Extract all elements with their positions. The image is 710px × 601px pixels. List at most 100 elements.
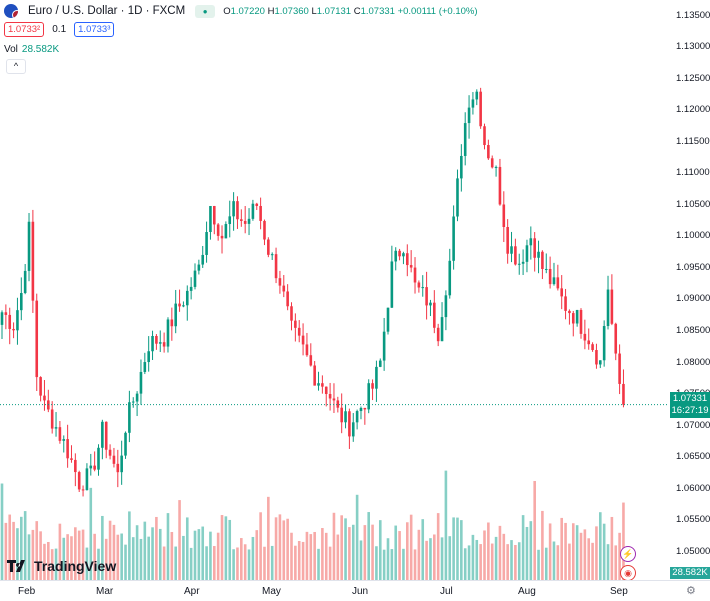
candle-body — [35, 300, 39, 378]
candle-body — [386, 307, 390, 332]
volume-bar — [104, 538, 108, 580]
candle-body — [89, 465, 93, 469]
candlestick-chart[interactable] — [0, 0, 668, 580]
volume-bar — [158, 528, 162, 580]
chart-settings-icon[interactable]: ⚙ — [686, 585, 696, 597]
volume-value: 28.582K — [21, 44, 60, 55]
candle-body — [413, 267, 417, 283]
volume-bar — [255, 530, 259, 580]
volume-bar — [228, 519, 232, 580]
time-scale[interactable]: Feb Mar Apr May Jun Jul Aug Sep — [0, 580, 710, 601]
time-label-feb: Feb — [18, 586, 36, 597]
volume-bar — [517, 542, 521, 580]
candle-body — [66, 439, 69, 459]
volume-bar — [251, 536, 255, 580]
candle-body — [618, 353, 621, 384]
volume-bar — [23, 511, 27, 580]
spread-value: 0.1 — [52, 24, 67, 35]
candle-body — [537, 251, 540, 258]
volume-bar — [529, 521, 533, 580]
volume-bar — [340, 515, 343, 580]
candle-body — [429, 302, 432, 306]
volume-bar — [4, 522, 8, 580]
volume-bar — [166, 513, 170, 580]
volume-bar — [162, 546, 166, 580]
candle-body — [371, 383, 374, 389]
tradingview-logo[interactable]: TradingView — [6, 558, 116, 574]
volume-bar — [525, 526, 529, 580]
candle-body — [614, 323, 618, 354]
volume-bar — [552, 541, 556, 580]
candle-body — [348, 411, 351, 437]
volume-bar — [247, 549, 251, 580]
volume-bar — [116, 534, 120, 580]
candle-body — [267, 239, 270, 255]
candle-body — [340, 407, 343, 423]
time-label-may: May — [262, 586, 281, 597]
candle-body — [483, 126, 486, 146]
volume-bar — [282, 520, 286, 580]
volume-bar — [182, 535, 185, 580]
symbol-title[interactable]: Euro / U.S. Dollar · 1D · FXCM — [28, 5, 186, 17]
volume-bar — [398, 531, 401, 580]
candle-body — [81, 489, 85, 491]
candle-body — [599, 360, 602, 365]
candle-body — [158, 342, 162, 344]
candle-body — [406, 253, 409, 266]
symbol-legend: Euro / U.S. Dollar · 1D · FXCM ● O1.0722… — [4, 4, 478, 18]
candle-body — [278, 278, 282, 286]
candle-body — [548, 268, 552, 285]
candle-body — [162, 342, 166, 347]
volume-bar — [236, 547, 239, 580]
economic-event-flag-icon[interactable]: ◉ — [620, 565, 636, 581]
candle-body — [270, 254, 274, 256]
lightning-event-icon[interactable]: ⚡ — [620, 546, 636, 562]
volume-bar — [155, 516, 158, 580]
price-scale[interactable] — [668, 0, 710, 580]
volume-bar — [614, 545, 618, 580]
price-tick-label: 1.11500 — [676, 135, 710, 147]
volume-bar — [371, 524, 374, 580]
volume-bar — [487, 522, 490, 580]
volume-bar — [471, 534, 475, 580]
time-label-sep: Sep — [610, 586, 628, 597]
candle-body — [178, 303, 181, 307]
chart-area[interactable] — [0, 0, 668, 580]
volume-bar — [363, 525, 367, 580]
volume-legend: Vol 28.582K — [4, 44, 59, 55]
candle-body — [27, 221, 31, 271]
volume-bar — [50, 549, 54, 580]
price-tick-label: 1.05000 — [676, 545, 710, 557]
candle-body — [166, 319, 170, 347]
volume-bar — [101, 515, 104, 580]
volume-bar — [421, 519, 425, 580]
candle-body — [197, 264, 201, 271]
volume-bar — [568, 543, 571, 580]
candle-body — [189, 286, 193, 291]
collapse-legend-button[interactable]: ^ — [6, 59, 26, 74]
candle-body — [228, 216, 232, 225]
volume-bar — [510, 540, 513, 580]
volume-bar — [197, 529, 201, 580]
volume-bar — [120, 533, 123, 580]
buy-button[interactable]: 1.0733³ — [74, 22, 115, 37]
candle-body — [50, 409, 54, 429]
volume-label: Vol — [4, 44, 18, 55]
volume-bar — [355, 494, 359, 580]
visibility-toggle-icon[interactable]: ● — [195, 4, 216, 18]
candle-body — [460, 155, 463, 179]
volume-bar — [456, 517, 459, 580]
candle-body — [112, 455, 116, 464]
candle-body — [282, 285, 286, 292]
volume-bar — [301, 541, 305, 580]
candle-body — [471, 99, 475, 108]
volume-bar — [294, 545, 297, 580]
volume-bar — [533, 480, 536, 580]
candle-body — [54, 427, 58, 429]
candle-body — [232, 201, 235, 217]
volume-bar — [43, 543, 46, 580]
volume-bar — [394, 525, 398, 580]
volume-bar — [521, 515, 525, 580]
sell-button[interactable]: 1.0733² — [4, 22, 45, 37]
volume-bar — [240, 538, 243, 580]
